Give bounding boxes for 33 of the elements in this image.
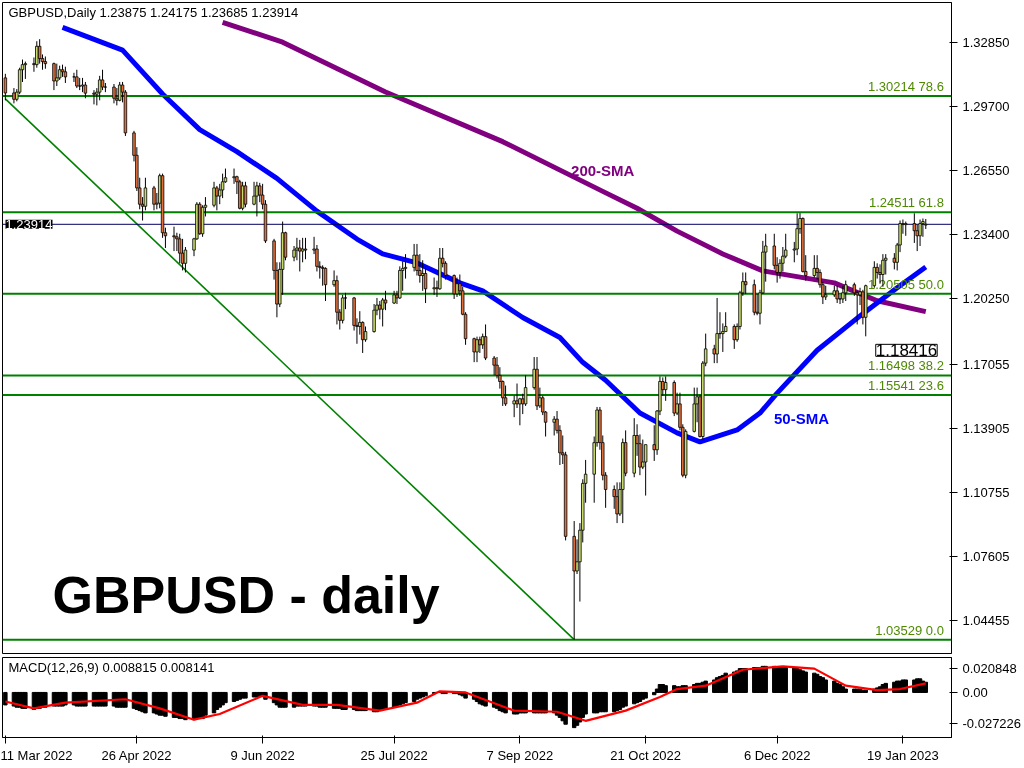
y-tick-label: 1.26550 [962,163,1010,179]
ref-line-label: 1.03529 0.0 [875,622,944,638]
y-tick-label: 1.04455 [962,613,1010,629]
ref-line-label: 1.30214 78.6 [867,78,944,94]
annotation: 1.18416 [875,341,938,361]
ref-line-label: 1.16498 38.2 [867,358,944,374]
series-label: 200-SMA [571,162,635,180]
x-tick-label: 9 Jun 2022 [230,747,295,763]
x-tick-label: 7 Sep 2022 [486,747,554,763]
chart-title: GBPUSD,Daily 1.23875 1.24175 1.23685 1.23914 [8,4,299,20]
x-tick-label: 21 Oct 2022 [610,747,682,763]
y-tick-label: 1.13905 [962,420,1010,436]
ref-line-label: 1.24511 61.8 [868,195,944,211]
y-tick-label: -0.027226 [962,715,1022,731]
y-tick-label: 1.10755 [962,484,1010,500]
ref-line-label: 1.23914 [5,216,53,232]
annotation: GBPUSD - daily [52,565,440,624]
series-label: 50-SMA [773,410,830,428]
x-tick-label: 11 Mar 2022 [0,747,73,763]
y-tick-label: 0.020848 [962,661,1017,677]
chart-title: MACD(12,26,9) 0.008815 0.008141 [8,659,215,675]
y-tick-label: 1.07605 [962,549,1010,565]
y-tick-label: 1.23400 [962,227,1010,243]
x-tick-label: 19 Jan 2023 [867,747,939,763]
x-tick-label: 25 Jul 2022 [360,747,428,763]
y-tick-label: 1.29700 [962,98,1010,114]
ref-line-label: 1.15541 23.6 [867,377,944,393]
x-tick-label: 6 Dec 2022 [743,747,811,763]
y-tick-label: 0.00 [962,684,988,700]
y-tick-label: 1.32850 [962,34,1010,50]
y-tick-label: 1.17055 [962,356,1010,372]
y-tick-label: 1.20250 [962,291,1010,307]
x-tick-label: 26 Apr 2022 [101,747,172,763]
